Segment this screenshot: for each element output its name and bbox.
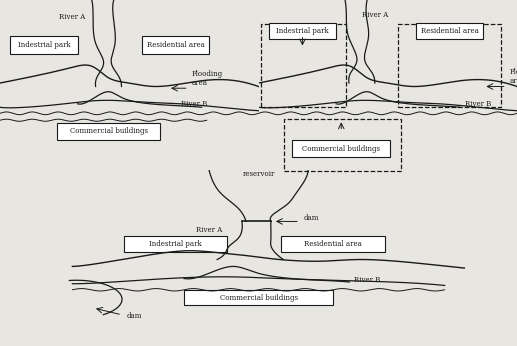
Bar bbox=[142, 36, 209, 54]
Text: River B: River B bbox=[465, 100, 492, 108]
Text: Commercial buildings: Commercial buildings bbox=[70, 127, 147, 136]
Bar bbox=[281, 236, 385, 252]
Bar bbox=[57, 123, 160, 140]
Text: River A: River A bbox=[59, 13, 86, 21]
Text: Residential area: Residential area bbox=[147, 41, 205, 49]
Text: Indestrial park: Indestrial park bbox=[18, 41, 70, 49]
Bar bbox=[269, 24, 336, 39]
Text: reservoir: reservoir bbox=[242, 171, 275, 179]
Text: Residential area: Residential area bbox=[421, 27, 479, 35]
Bar bbox=[124, 236, 227, 252]
Text: Indestrial park: Indestrial park bbox=[276, 27, 329, 35]
Text: dam: dam bbox=[304, 214, 320, 222]
Bar bbox=[398, 24, 501, 107]
Text: Flooding
area: Flooding area bbox=[191, 70, 222, 87]
Bar bbox=[284, 119, 401, 171]
Text: Residential area: Residential area bbox=[304, 240, 362, 248]
Text: Flooding
area: Flooding area bbox=[509, 68, 517, 85]
Bar bbox=[184, 290, 333, 305]
Bar bbox=[261, 24, 346, 107]
Text: River B: River B bbox=[354, 276, 380, 284]
Text: River A: River A bbox=[362, 11, 388, 19]
Bar bbox=[416, 24, 483, 39]
Bar bbox=[292, 140, 390, 157]
Text: Commercial buildings: Commercial buildings bbox=[302, 145, 380, 153]
Bar bbox=[10, 36, 78, 54]
Text: dam: dam bbox=[126, 312, 142, 320]
Text: Indestrial park: Indestrial park bbox=[149, 240, 202, 248]
Text: Commercial buildings: Commercial buildings bbox=[220, 293, 297, 302]
Text: River B: River B bbox=[181, 100, 207, 108]
Text: River A: River A bbox=[196, 226, 223, 234]
